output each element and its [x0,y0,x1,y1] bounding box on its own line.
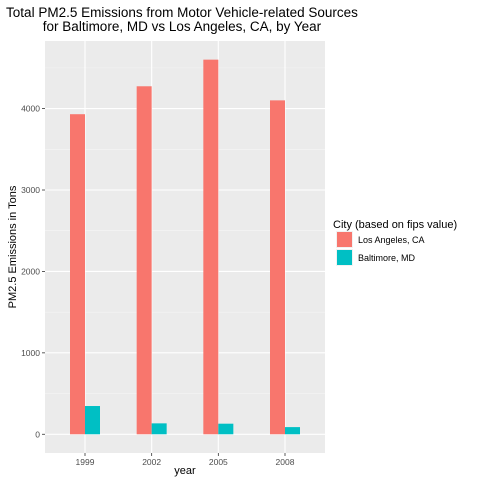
bars [70,59,300,435]
legend-swatch-los-angeles [337,232,352,247]
x-axis-title: year [174,465,196,477]
y-tick-label: 1000 [21,348,40,358]
y-tick-label: 0 [35,429,40,439]
bar-los-angeles-ca-2008 [270,100,285,435]
legend-label-los-angeles: Los Angeles, CA [358,235,425,245]
y-tick-label: 4000 [21,104,40,114]
x-tick-label: 1999 [76,457,95,467]
bar-los-angeles-ca-2005 [203,59,219,435]
bar-los-angeles-ca-1999 [70,114,85,435]
bar-baltimore-md-2002 [151,423,167,435]
y-axis-ticks: 0 1000 2000 3000 4000 [21,104,45,439]
chart-title-line-1: Total PM2.5 Emissions from Motor Vehicle… [6,5,358,20]
x-tick-label: 2005 [209,457,228,467]
y-tick-label: 3000 [21,185,40,195]
legend-label-baltimore: Baltimore, MD [358,253,416,263]
x-tick-label: 2002 [142,457,161,467]
bar-baltimore-md-1999 [85,406,100,435]
x-tick-label: 2008 [276,457,295,467]
chart-title-line-2: for Baltimore, MD vs Los Angeles, CA, by… [43,19,322,34]
bar-baltimore-md-2008 [285,427,300,435]
bar-baltimore-md-2005 [218,423,234,435]
y-tick-label: 2000 [21,266,40,276]
x-axis-ticks: 1999 2002 2005 2008 [76,453,295,467]
legend-title: City (based on fips value) [333,219,457,231]
legend-swatch-baltimore [337,250,352,265]
legend: City (based on fips value) Los Angeles, … [333,219,457,266]
y-axis-title: PM2.5 Emissions in Tons [7,185,19,308]
bar-los-angeles-ca-2002 [136,86,152,435]
